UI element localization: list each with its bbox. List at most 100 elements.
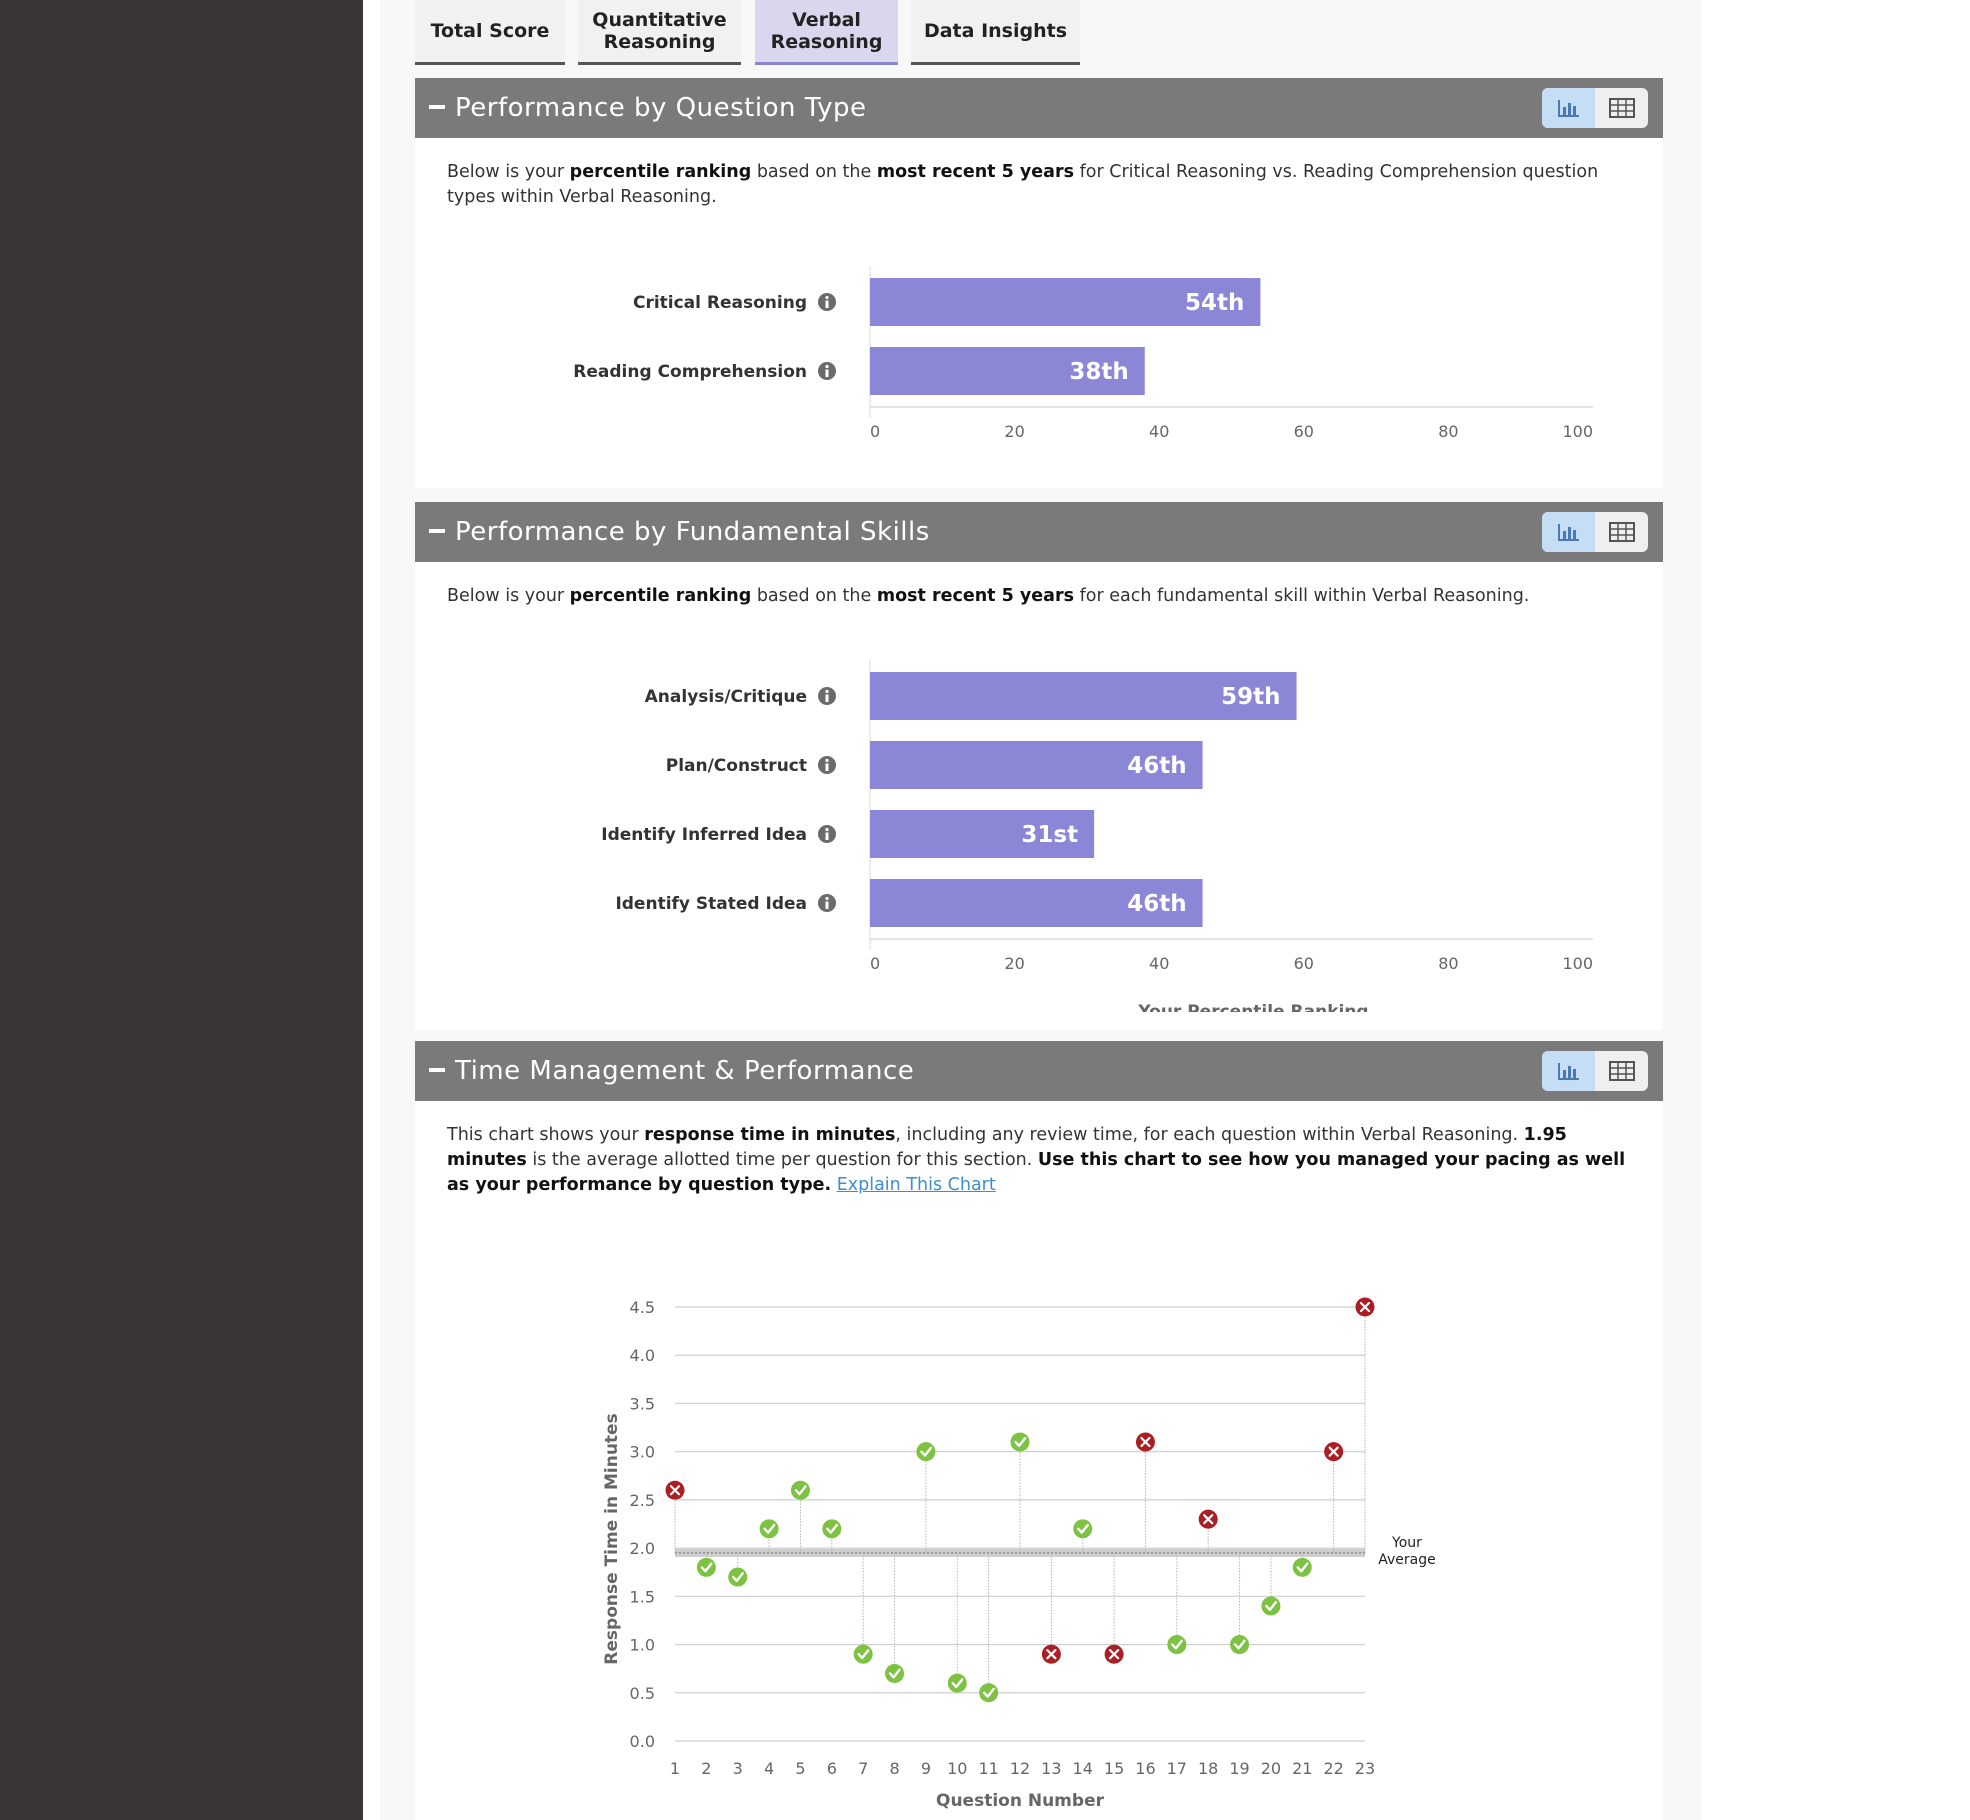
x-tick-label: 12 — [1010, 1759, 1030, 1778]
y-tick-label: 4.0 — [630, 1346, 655, 1365]
category-label: Reading Comprehension — [573, 362, 807, 382]
chart-view-button[interactable] — [1542, 512, 1595, 552]
bar — [870, 810, 1095, 858]
average-label: Your Average — [1378, 1535, 1436, 1568]
average-label-line1: Your — [1391, 1535, 1422, 1551]
point-marker — [696, 1557, 716, 1577]
checkmark-glyph — [951, 1678, 964, 1689]
tab-total-score[interactable]: Total Score — [415, 0, 565, 65]
desc-bold: 1.95 minutes — [447, 1125, 1567, 1170]
bar — [870, 347, 1145, 395]
info-icon-dot — [825, 364, 829, 369]
checkmark-icon[interactable] — [885, 1663, 905, 1683]
x-tick-label: 6 — [827, 1759, 837, 1778]
checkmark-icon[interactable] — [979, 1683, 999, 1703]
info-icon[interactable] — [818, 894, 836, 912]
tab-label: Total Score — [430, 20, 550, 42]
point-marker — [1292, 1557, 1312, 1577]
x-icon[interactable] — [1135, 1432, 1155, 1452]
desc-bold: Use this chart to see how you managed yo… — [447, 1150, 1626, 1195]
x-tick-label: 17 — [1167, 1759, 1187, 1778]
checkmark-glyph — [1014, 1437, 1027, 1448]
y-tick-label: 3.0 — [630, 1443, 655, 1462]
x-tick-label: 100 — [1562, 954, 1593, 973]
tab-data-insights[interactable]: Data Insights — [911, 0, 1080, 65]
x-axis-title: Question Number — [936, 1791, 1105, 1811]
table-view-button[interactable] — [1595, 1051, 1648, 1091]
x-tick-label: 40 — [1149, 954, 1169, 973]
tab-verbal-reasoning[interactable]: Verbal Reasoning — [755, 0, 898, 65]
checkmark-icon[interactable] — [916, 1442, 936, 1462]
minus-icon[interactable] — [429, 105, 445, 109]
x-tick-label: 2 — [701, 1759, 711, 1778]
checkmark-icon[interactable] — [759, 1519, 779, 1539]
table-icon — [1608, 98, 1635, 118]
x-glyph — [1328, 1446, 1339, 1457]
checkmark-icon[interactable] — [696, 1557, 716, 1577]
info-icon[interactable] — [818, 756, 836, 774]
checkmark-icon[interactable] — [1261, 1596, 1281, 1616]
point-marker — [1073, 1519, 1093, 1539]
info-icon-stem — [825, 901, 829, 909]
checkmark-icon[interactable] — [822, 1519, 842, 1539]
x-icon[interactable] — [1104, 1644, 1124, 1664]
checkmark-glyph — [982, 1687, 995, 1698]
checkmark-icon[interactable] — [947, 1673, 967, 1693]
x-tick-label: 40 — [1149, 422, 1169, 441]
info-icon[interactable] — [818, 293, 836, 311]
explain-chart-link[interactable]: Explain This Chart — [836, 1175, 996, 1195]
table-view-button[interactable] — [1595, 88, 1648, 128]
checkmark-glyph — [1077, 1523, 1089, 1534]
x-icon[interactable] — [1355, 1297, 1375, 1317]
tab-label-line2: Reasoning — [603, 31, 716, 53]
info-icon[interactable] — [818, 687, 836, 705]
checkmark-icon[interactable] — [1010, 1432, 1030, 1452]
x-tick-label: 100 — [1562, 422, 1593, 441]
y-tick-label: 1.5 — [630, 1587, 655, 1606]
tab-quantitative-reasoning[interactable]: Quantitative Reasoning — [578, 0, 741, 65]
table-view-button[interactable] — [1595, 512, 1648, 552]
point-marker — [947, 1673, 967, 1693]
info-icon-stem — [825, 832, 829, 840]
desc-bold: response time in minutes — [644, 1125, 896, 1145]
checkmark-icon[interactable] — [1292, 1557, 1312, 1577]
panel-time-management: Time Management & Performance This chart… — [415, 1041, 1663, 1820]
chart-view-button[interactable] — [1542, 1051, 1595, 1091]
x-tick-label: 0 — [870, 954, 880, 973]
chart-view-button[interactable] — [1542, 88, 1595, 128]
bar-value-label: 46th — [1127, 891, 1186, 917]
minus-icon[interactable] — [429, 529, 445, 533]
x-tick-label: 9 — [921, 1759, 931, 1778]
panel-header: Time Management & Performance — [415, 1041, 1663, 1101]
checkmark-icon[interactable] — [1230, 1635, 1250, 1655]
info-icon-dot — [825, 827, 829, 832]
view-toggle — [1542, 512, 1648, 552]
info-icon-dot — [825, 896, 829, 901]
x-icon[interactable] — [1198, 1509, 1218, 1529]
x-icon[interactable] — [1324, 1442, 1344, 1462]
checkmark-icon[interactable] — [853, 1644, 873, 1664]
bar-value-label: 31st — [1021, 822, 1078, 848]
y-tick-label: 3.5 — [630, 1394, 655, 1413]
checkmark-icon[interactable] — [790, 1480, 810, 1500]
point-marker — [1261, 1596, 1281, 1616]
info-icon[interactable] — [818, 825, 836, 843]
panel-question-type: Performance by Question Type Below is yo… — [415, 78, 1663, 488]
checkmark-glyph — [700, 1562, 713, 1573]
minus-icon[interactable] — [429, 1068, 445, 1072]
x-icon[interactable] — [665, 1480, 685, 1500]
x-icon[interactable] — [1041, 1644, 1061, 1664]
category-label: Plan/Construct — [666, 756, 807, 776]
y-tick-label: 0.0 — [630, 1732, 655, 1751]
checkmark-icon[interactable] — [1167, 1635, 1187, 1655]
desc-text: , including any review time, for each qu… — [895, 1125, 1524, 1145]
panel-header: Performance by Question Type — [415, 78, 1663, 138]
category-label: Identify Inferred Idea — [601, 825, 807, 845]
x-tick-label: 16 — [1135, 1759, 1155, 1778]
checkmark-icon[interactable] — [728, 1567, 748, 1587]
panel-header: Performance by Fundamental Skills — [415, 502, 1663, 562]
x-glyph — [669, 1485, 681, 1496]
info-icon[interactable] — [818, 362, 836, 380]
checkmark-icon[interactable] — [1073, 1519, 1093, 1539]
x-tick-label: 19 — [1229, 1759, 1249, 1778]
